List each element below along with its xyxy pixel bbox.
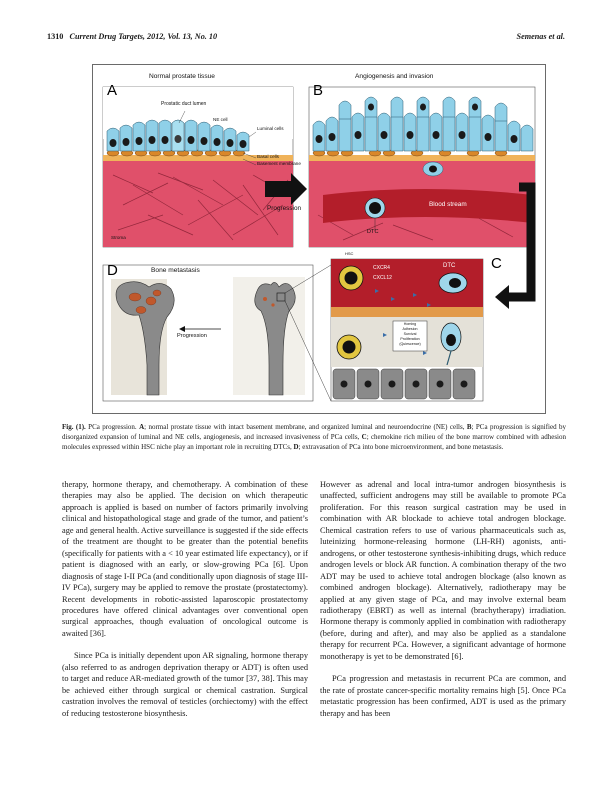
label-hsc: HSC <box>345 251 354 256</box>
panel-d-title: Bone metastasis <box>151 267 200 274</box>
panel-a-illustration <box>102 86 294 248</box>
header-left: 1310 Current Drug Targets, 2012, Vol. 13… <box>47 32 217 41</box>
bracket-arrow-down <box>495 285 509 309</box>
paragraph: therapy, hormone therapy, and chemothera… <box>62 480 308 638</box>
page-number: 1310 <box>47 32 64 41</box>
paragraph: However as adrenal and local intra-tumor… <box>320 480 566 661</box>
panel-b-illustration <box>308 86 536 248</box>
panel-letter-b: B <box>313 82 324 99</box>
panel-d-illustration <box>102 264 332 402</box>
body-column-left: therapy, hormone therapy, and chemothera… <box>62 479 308 719</box>
progression-arrow-right <box>265 173 307 205</box>
box-line: Proliferation <box>400 337 420 341</box>
niche-function-box: Homing Adhesion Survival Proliferation (… <box>393 322 427 347</box>
box-line: Adhesion <box>402 327 418 331</box>
label-basal-cells: Basal cells <box>257 154 279 159</box>
page-header: 1310 Current Drug Targets, 2012, Vol. 13… <box>47 32 565 46</box>
paragraph: PCa progression and metastasis in recurr… <box>320 674 566 718</box>
progression-label: Progression <box>267 205 302 212</box>
label-lumen: Prostatic duct lumen <box>161 101 207 107</box>
panel-letter-a: A <box>107 82 118 99</box>
label-dtc-b: DTC <box>367 229 379 235</box>
label-progression-d: Progression <box>177 333 207 339</box>
caption-label: Fig. (1). <box>62 423 86 431</box>
journal-citation: Current Drug Targets, 2012, Vol. 13, No.… <box>69 32 218 41</box>
figure-caption: Fig. (1). PCa progression. A; normal pro… <box>62 422 566 453</box>
figure-illustration <box>102 86 536 402</box>
panel-letter-d: D <box>107 262 118 279</box>
label-stroma: Stroma <box>111 235 126 240</box>
label-luminal-cells: Luminal cells <box>257 126 284 131</box>
label-ne-cell: NE cell <box>213 117 228 122</box>
box-line: (Quiescence) <box>399 342 421 346</box>
panel-c-illustration <box>330 258 484 402</box>
panel-letter-c: C <box>491 255 502 272</box>
paragraph: Since PCa is initially dependent upon AR… <box>62 651 308 718</box>
label-basement-membrane: Basement membrane <box>257 161 301 166</box>
caption-text: PCa progression. A; normal prostate tiss… <box>62 423 566 452</box>
box-line: Survival <box>403 332 417 336</box>
box-line: Homing <box>403 322 417 326</box>
panel-a-title: Normal prostate tissue <box>149 73 215 80</box>
label-cxcl12: CXCL12 <box>373 275 392 281</box>
label-dtc-c: DTC <box>443 263 456 269</box>
label-cxcr4: CXCR4 <box>373 265 390 271</box>
body-column-right: However as adrenal and local intra-tumor… <box>320 479 566 719</box>
panel-b-title: Angiogenesis and invasion <box>355 73 434 80</box>
figure-1: A Normal prostate tissue B Angiogenesis … <box>92 64 546 414</box>
header-authors: Semenas et al. <box>516 32 565 41</box>
label-blood-stream: Blood stream <box>429 201 467 208</box>
